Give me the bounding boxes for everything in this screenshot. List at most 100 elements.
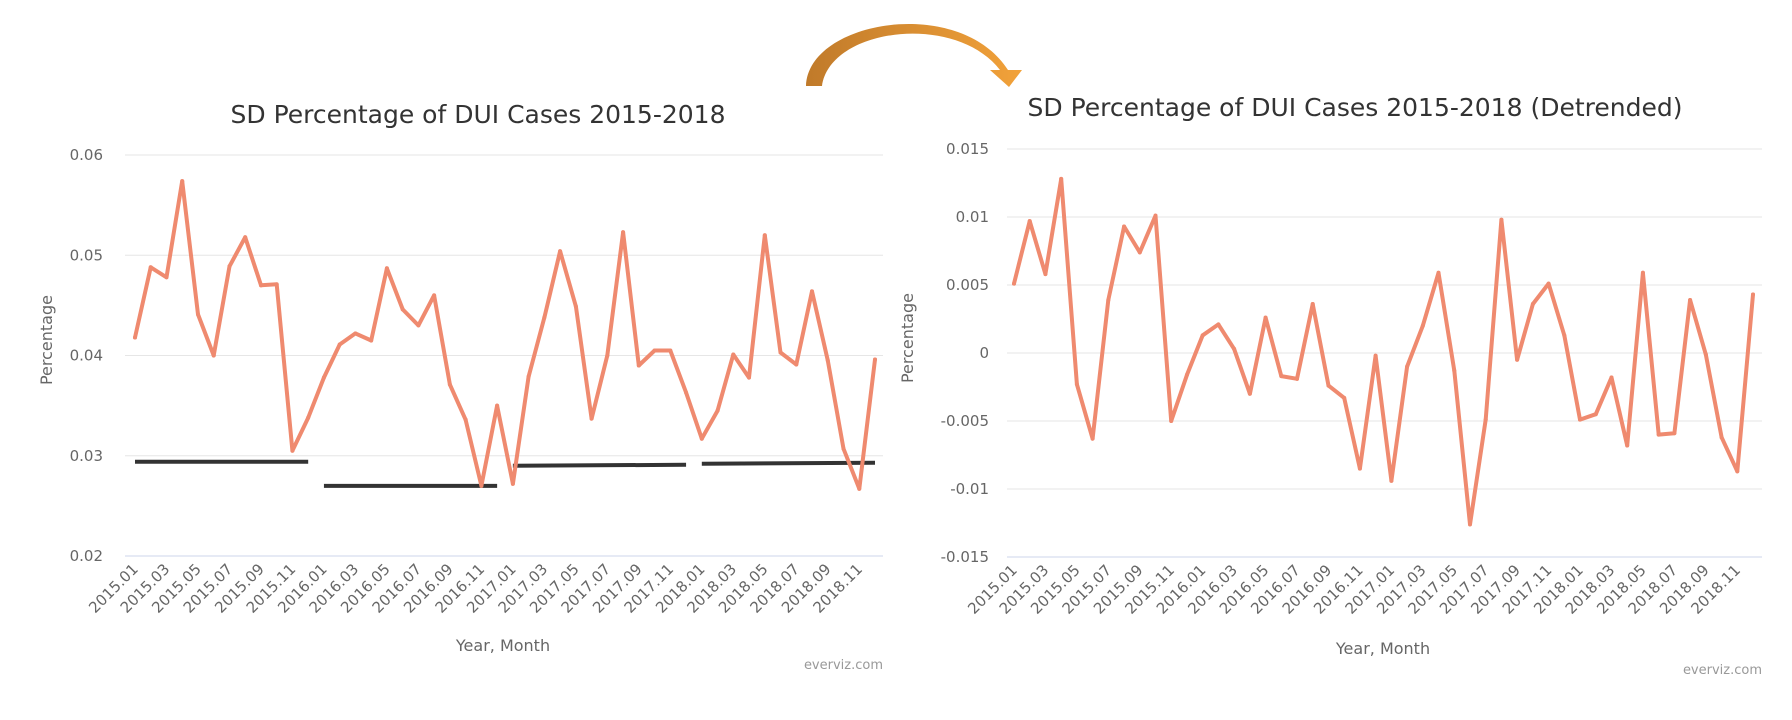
- data-point: [369, 338, 374, 343]
- data-point: [1515, 357, 1520, 362]
- data-point: [1703, 352, 1708, 357]
- y-tick-labels: 0.06 0.05 0.04 0.03 0.02: [70, 146, 103, 565]
- data-point: [1059, 176, 1064, 181]
- credit-link[interactable]: everviz.com: [1683, 663, 1762, 678]
- data-point: [306, 415, 311, 420]
- data-point: [180, 179, 185, 184]
- y-gridlines: [125, 154, 883, 457]
- data-point: [400, 307, 405, 312]
- y-tick-label: 0.05: [70, 246, 103, 264]
- data-point: [542, 315, 547, 320]
- data-point: [731, 352, 736, 357]
- data-point: [211, 353, 216, 358]
- y-tick-label: 0.015: [946, 140, 989, 158]
- data-point: [243, 235, 248, 240]
- data-point: [1043, 272, 1048, 277]
- data-point: [337, 342, 342, 347]
- reference-line: [512, 462, 687, 468]
- data-point: [1578, 417, 1583, 422]
- reference-lines: [135, 459, 876, 488]
- y-tick-label: 0.01: [956, 208, 989, 226]
- data-point: [1467, 522, 1472, 527]
- data-point: [684, 390, 689, 395]
- data-point: [384, 266, 389, 271]
- chart-detrended: SD Percentage of DUI Cases 2015-2018 (De…: [898, 93, 1762, 678]
- data-point: [825, 358, 830, 363]
- plot-area: [1012, 176, 1755, 527]
- y-tick-label: 0.02: [70, 547, 103, 565]
- data-point: [164, 275, 169, 280]
- data-point: [1625, 443, 1630, 448]
- data-point: [1263, 315, 1268, 320]
- data-point: [495, 403, 500, 408]
- data-point: [1640, 270, 1645, 275]
- data-point: [1389, 478, 1394, 483]
- data-point: [274, 282, 279, 287]
- data-point: [1546, 281, 1551, 286]
- data-point: [652, 348, 657, 353]
- data-point: [778, 350, 783, 355]
- data-point: [589, 416, 594, 421]
- data-point: [873, 357, 877, 362]
- data-point: [1499, 217, 1504, 222]
- series-line: [133, 179, 877, 491]
- data-point: [1279, 374, 1284, 379]
- data-point: [195, 312, 200, 317]
- data-point: [1735, 469, 1740, 474]
- data-point: [447, 382, 452, 387]
- plot-area: [133, 179, 877, 491]
- chart-original: SD Percentage of DUI Cases 2015-2018 0.0…: [37, 100, 883, 673]
- series-line: [1012, 176, 1755, 527]
- data-point: [133, 335, 137, 340]
- data-point: [1074, 382, 1079, 387]
- x-axis-title: Year, Month: [455, 636, 550, 655]
- y-tick-label: -0.005: [941, 412, 989, 430]
- x-tick-labels: 2015.012015.032015.052015.072015.092015.…: [964, 561, 1744, 618]
- data-point: [857, 486, 862, 491]
- y-tick-label: 0.04: [70, 347, 103, 365]
- data-point: [605, 353, 610, 358]
- data-point: [510, 481, 515, 486]
- y-tick-label: -0.015: [941, 548, 989, 566]
- data-point: [1216, 322, 1221, 327]
- data-point: [1295, 376, 1300, 381]
- data-point: [479, 483, 484, 488]
- data-point: [1122, 224, 1127, 229]
- data-point: [1530, 302, 1535, 307]
- data-point: [1609, 375, 1614, 380]
- data-point: [1751, 292, 1755, 297]
- data-point: [621, 230, 626, 235]
- y-axis-title: Percentage: [898, 293, 917, 383]
- y-tick-label: 0: [979, 344, 989, 362]
- data-point: [321, 375, 326, 380]
- chart-title: SD Percentage of DUI Cases 2015-2018: [231, 100, 726, 129]
- data-point: [353, 331, 358, 336]
- y-tick-label: 0.06: [70, 146, 103, 164]
- data-point: [432, 293, 437, 298]
- x-axis-title: Year, Month: [1335, 639, 1430, 658]
- data-point: [1452, 368, 1457, 373]
- data-point: [463, 417, 468, 422]
- data-point: [290, 448, 295, 453]
- data-point: [1342, 395, 1347, 400]
- data-point: [1357, 466, 1362, 471]
- data-point: [1310, 302, 1315, 307]
- data-point: [1169, 419, 1174, 423]
- reference-line: [701, 460, 876, 466]
- y-tick-label: 0.03: [70, 447, 103, 465]
- data-point: [1719, 435, 1724, 440]
- data-point: [794, 362, 799, 367]
- chart-title: SD Percentage of DUI Cases 2015-2018 (De…: [1028, 93, 1683, 122]
- y-tick-labels: 0.015 0.01 0.005 0 -0.005 -0.01 -0.015: [941, 140, 989, 566]
- data-point: [1153, 213, 1158, 218]
- data-point: [841, 446, 846, 451]
- data-point: [227, 264, 232, 269]
- data-point: [1137, 250, 1142, 255]
- curved-arrow-right-icon: [806, 24, 1022, 87]
- data-point: [1436, 270, 1441, 275]
- credit-link[interactable]: everviz.com: [804, 658, 883, 673]
- data-point: [1326, 383, 1331, 388]
- data-point: [715, 408, 720, 413]
- data-point: [668, 348, 673, 353]
